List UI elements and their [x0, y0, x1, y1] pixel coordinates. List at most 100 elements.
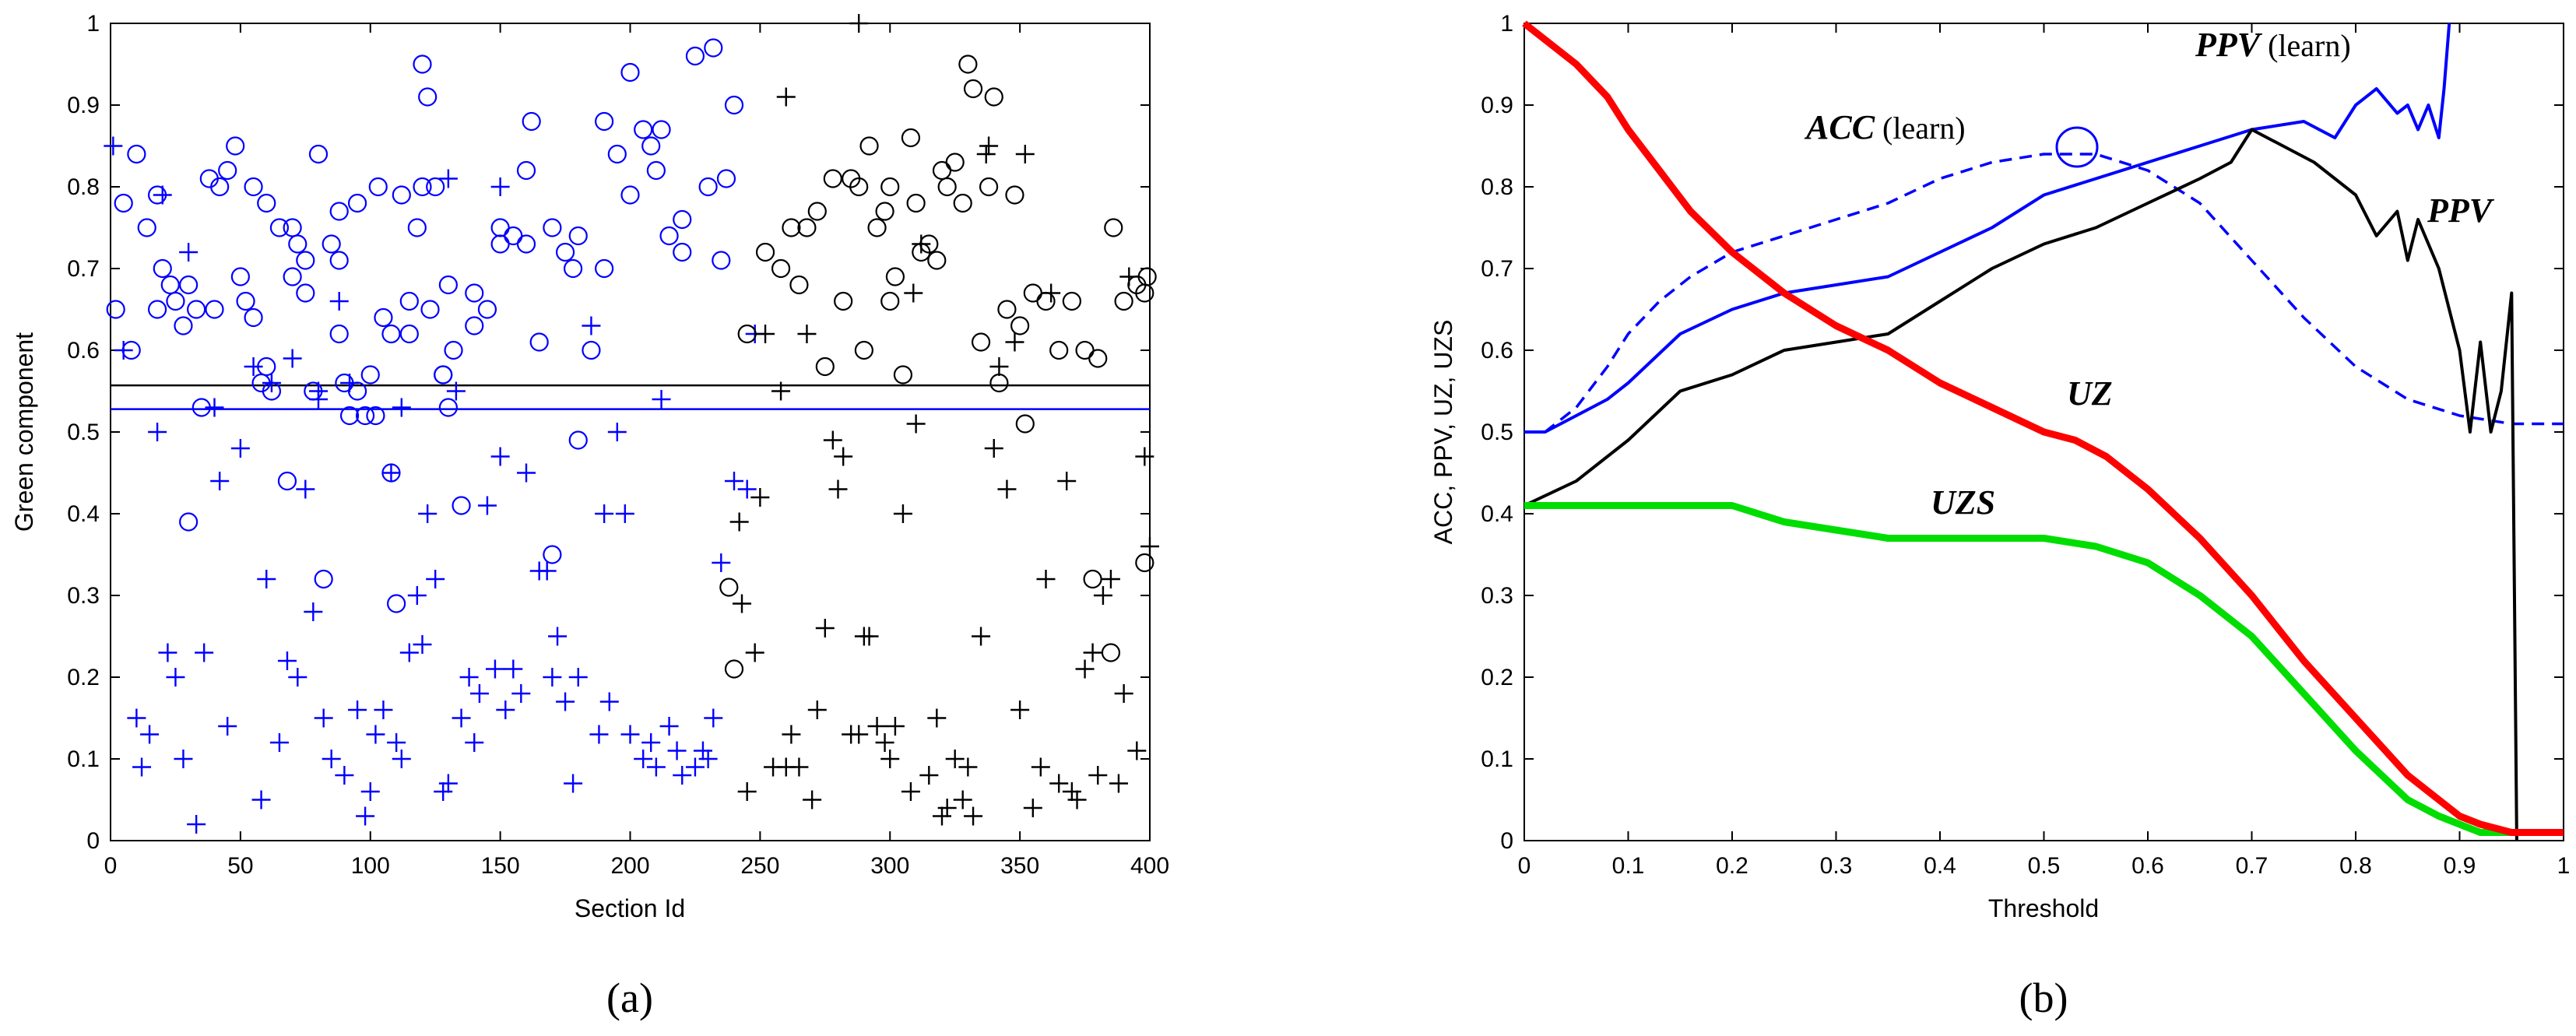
- plus-point: [685, 757, 705, 777]
- plus-point: [230, 439, 250, 458]
- circle-point: [875, 202, 894, 221]
- circle-point: [368, 177, 388, 197]
- x-tick-label: 0: [1518, 853, 1531, 879]
- plus-point: [901, 782, 920, 801]
- circle-point: [859, 136, 879, 156]
- plus-point: [218, 717, 237, 736]
- circle-point: [789, 275, 809, 295]
- plus-point: [187, 815, 206, 834]
- plus-point: [426, 570, 445, 588]
- circle-point: [452, 496, 471, 515]
- y-tick-label: 0.2: [1481, 665, 1513, 690]
- circle-point: [755, 242, 775, 262]
- plus-point: [927, 708, 947, 728]
- plus-point: [132, 757, 152, 777]
- x-tick-label: 50: [227, 853, 253, 879]
- plus-point: [452, 708, 471, 728]
- circle-point: [1101, 643, 1121, 662]
- plus-point: [469, 684, 489, 703]
- panel-label-b: (b): [2019, 975, 2068, 1021]
- plus-point: [1067, 790, 1087, 809]
- plus-point: [1088, 766, 1108, 785]
- circle-point: [1088, 349, 1108, 368]
- plus-point: [360, 782, 380, 801]
- circle-point: [1010, 316, 1030, 335]
- plus-point: [704, 708, 723, 728]
- plus-point: [434, 782, 453, 801]
- circle-point: [963, 79, 983, 99]
- plus-point: [964, 806, 983, 826]
- circle-point: [563, 258, 583, 279]
- plus-point: [1049, 774, 1069, 793]
- circle-point: [979, 177, 999, 197]
- circle-point: [438, 275, 458, 295]
- plus-point: [356, 806, 375, 826]
- plus-point: [392, 750, 411, 768]
- plus-point: [729, 512, 749, 532]
- plus-point: [1119, 267, 1139, 286]
- circle-point: [147, 300, 167, 319]
- plus-point: [296, 479, 315, 499]
- axes-ticks: 0 50 100 150 200 250 300 350 400 0 0.1 0.2 0.3 0.4 0.5…: [67, 11, 1169, 879]
- plus-point: [490, 177, 510, 196]
- circle-point: [646, 160, 666, 181]
- series-lines: [1522, 20, 2564, 841]
- plus-point: [348, 701, 367, 719]
- x-tick-label: 0.3: [1820, 853, 1853, 879]
- circle-point: [516, 160, 536, 181]
- plus-point: [615, 504, 634, 523]
- circle-point: [893, 365, 913, 385]
- x-tick-label: 400: [1130, 853, 1169, 879]
- circle-point: [329, 324, 349, 344]
- plus-point: [174, 750, 193, 768]
- circle-point: [607, 144, 627, 164]
- circle-point: [737, 324, 757, 344]
- plus-point: [1135, 447, 1154, 466]
- plus-point: [1114, 684, 1133, 703]
- circle-point: [937, 177, 957, 197]
- series-line-uz: [1522, 20, 2564, 836]
- circle-point: [366, 406, 385, 426]
- circle-point: [620, 62, 640, 83]
- plus-point: [1075, 659, 1095, 679]
- circle-point: [347, 193, 367, 213]
- plus-point: [413, 635, 432, 654]
- y-tick-label: 0.3: [1481, 583, 1513, 609]
- plus-point: [340, 374, 360, 392]
- series-line-ppv-learn: [1524, 23, 2451, 434]
- plus-point: [815, 619, 835, 637]
- circle-point: [971, 332, 991, 352]
- circle-point: [1135, 553, 1154, 573]
- x-tick-label: 0.9: [2444, 853, 2476, 879]
- plus-point: [556, 692, 575, 711]
- circle-point: [283, 267, 302, 286]
- circle-point: [945, 153, 965, 172]
- y-tick-label: 0.8: [67, 174, 100, 200]
- plus-point: [958, 757, 978, 777]
- y-tick-label: 0.7: [67, 256, 100, 282]
- plus-point: [634, 750, 653, 768]
- circle-point: [867, 218, 887, 237]
- circle-point: [854, 340, 873, 360]
- circle-point: [257, 193, 276, 213]
- series-line-acc-learn: [1524, 153, 2564, 434]
- circle-point: [997, 300, 1017, 319]
- circle-point: [1015, 414, 1035, 434]
- plus-point: [972, 627, 991, 646]
- circle-point: [399, 324, 419, 344]
- circle-point: [1005, 185, 1024, 205]
- circle-point: [314, 569, 333, 589]
- plus-point: [438, 169, 458, 188]
- circle-point: [1083, 569, 1102, 589]
- plus-point: [693, 741, 712, 760]
- plus-point: [989, 357, 1009, 376]
- plus-point: [607, 423, 627, 441]
- plus-point: [953, 790, 972, 809]
- circle-point: [210, 177, 230, 197]
- circle-point: [179, 275, 199, 295]
- plus-point: [1093, 586, 1112, 605]
- plus-point: [1083, 643, 1102, 662]
- circle-point: [296, 283, 315, 303]
- circle-point: [308, 144, 329, 164]
- circle-point: [174, 316, 193, 335]
